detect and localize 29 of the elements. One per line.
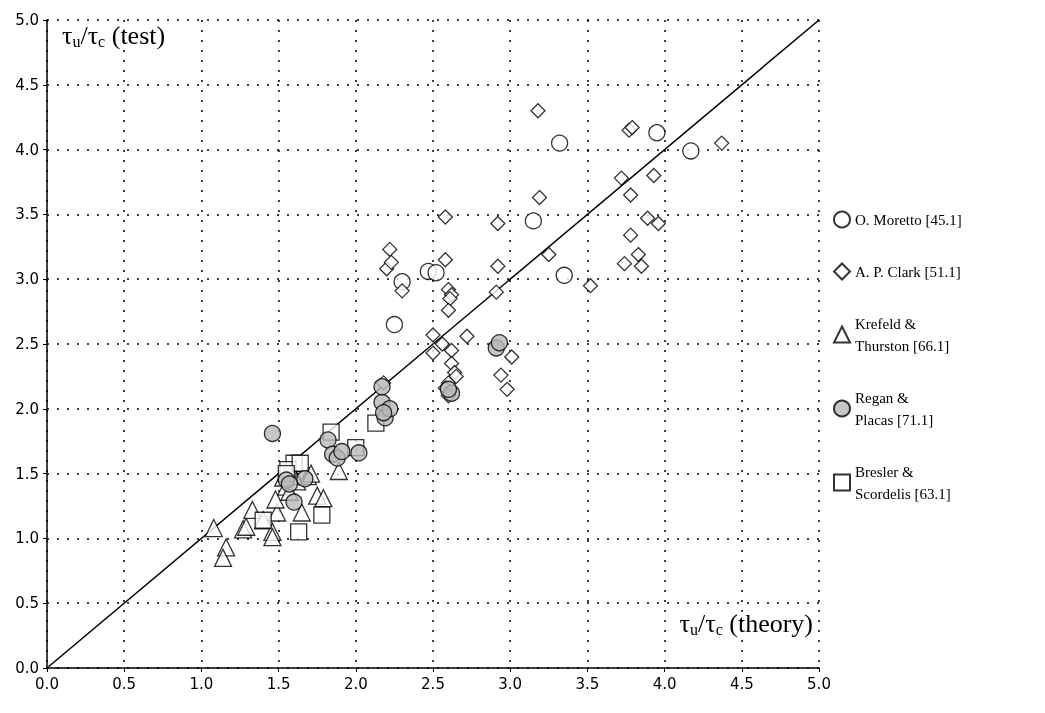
x-tick-label: 4.0 [652, 674, 677, 693]
x-tick-label: 4.5 [729, 674, 754, 693]
legend-label: Krefeld & Thurston [66.1] [855, 315, 950, 354]
y-tick-label: 1.5 [15, 464, 39, 483]
y-tick-label: 5.0 [15, 11, 39, 29]
legend-label: Bresler & Scordelis [63.1] [855, 463, 951, 502]
y-tick-label: 4.5 [15, 75, 39, 94]
x-tick-label: 0.5 [112, 674, 137, 693]
legend-label: Regan & Placas [71.1] [855, 389, 934, 428]
x-tick-label: 3.0 [498, 674, 523, 693]
y-tick-label: 4.0 [15, 140, 39, 159]
y-axis-title: τu/τc (test) [62, 20, 166, 50]
y-tick-label: 0.5 [15, 594, 39, 613]
legend-label: O. Moretto [45.1] [855, 211, 962, 228]
x-tick-label: 3.5 [575, 674, 600, 693]
x-tick-label: 2.5 [421, 674, 445, 693]
x-tick-label: 5.0 [807, 674, 831, 693]
x-axis-title: τu/τc (theory) [679, 608, 814, 638]
y-tick-label: 3.5 [15, 205, 39, 224]
y-tick-label: 3.0 [15, 270, 39, 289]
y-tick-label: 0.0 [15, 659, 39, 677]
x-tick-label: 2.0 [343, 674, 368, 693]
y-tick-label: 1.0 [15, 529, 39, 548]
x-tick-label: 0.0 [35, 674, 59, 693]
x-tick-label: 1.0 [189, 674, 214, 693]
y-tick-label: 2.0 [15, 399, 39, 418]
legend-label: A. P. Clark [51.1] [855, 263, 961, 280]
x-tick-label: 1.5 [266, 674, 291, 693]
y-tick-label: 2.5 [15, 335, 39, 353]
